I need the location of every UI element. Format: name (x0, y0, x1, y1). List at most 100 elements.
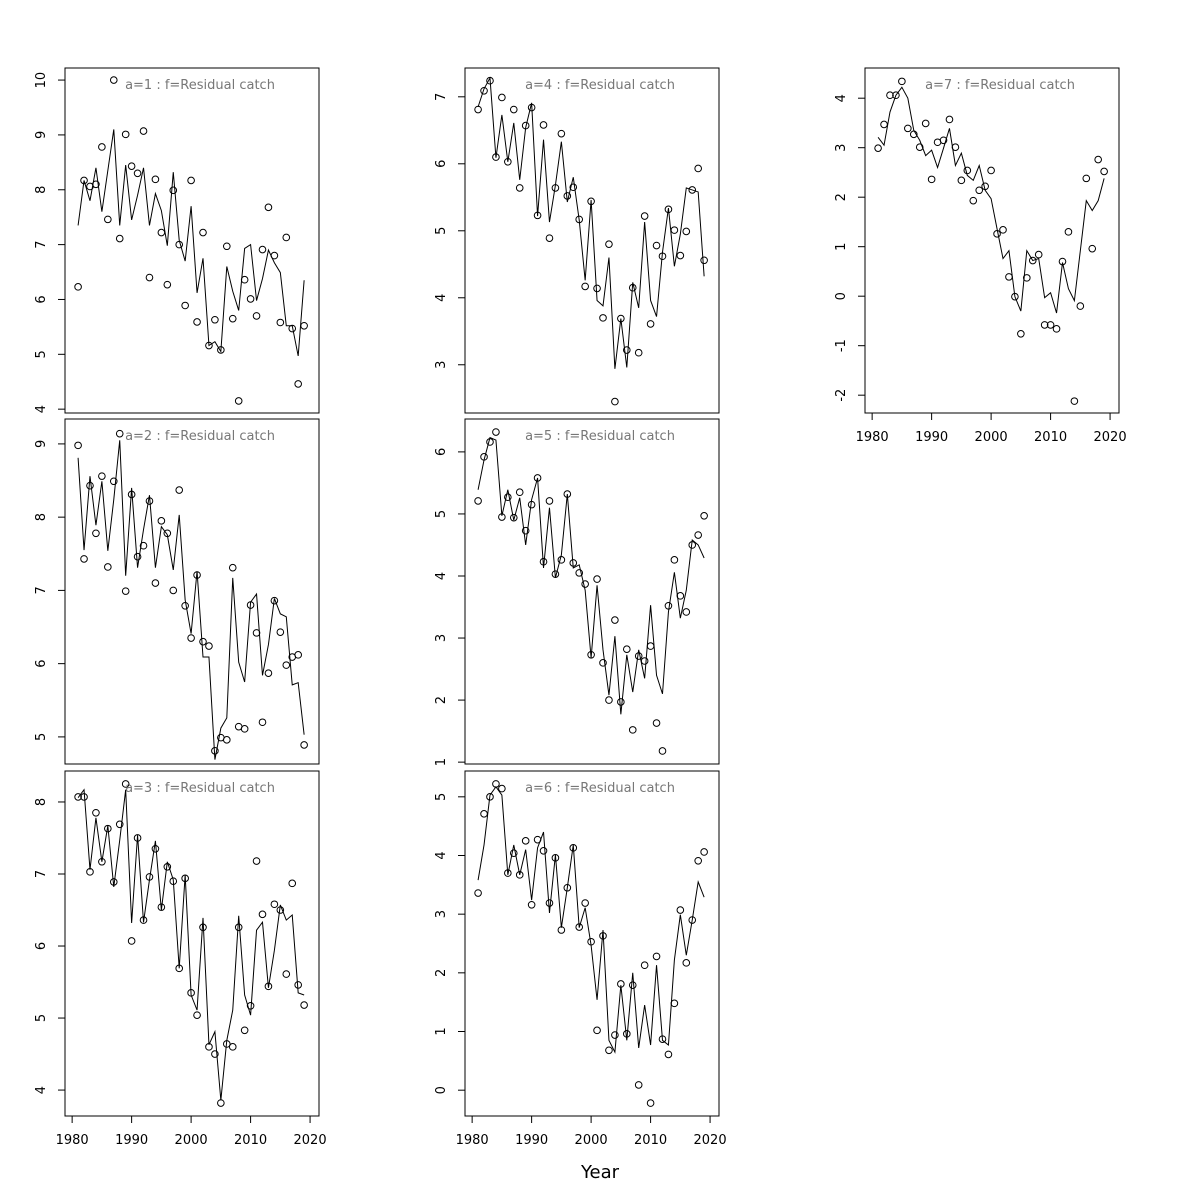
observed-point (498, 784, 506, 793)
observed-point (640, 212, 649, 220)
observed-point (539, 121, 548, 129)
observed-point (515, 488, 524, 497)
y-tick-label: 6 (34, 295, 49, 303)
panel-title: a=6 : f=Residual catch (525, 781, 675, 796)
y-tick-label: 4 (34, 1086, 49, 1094)
observed-point (181, 301, 189, 310)
observed-point (151, 175, 160, 184)
y-tick-label: 2 (434, 696, 449, 704)
panel-title: a=3 : f=Residual catch (125, 781, 275, 796)
observed-point (1100, 167, 1108, 176)
observed-point (294, 651, 302, 659)
observed-point (700, 848, 708, 856)
plot-frame (464, 418, 720, 765)
observed-point (498, 93, 506, 102)
panel: a=7 : f=Residual catch -2 -1 0 1 2 3 4 1980 1990 2… (834, 67, 1127, 445)
plot-frame (464, 67, 720, 414)
observed-point (504, 493, 512, 501)
observed-point (252, 857, 261, 865)
observed-point (892, 91, 900, 100)
observed-point (509, 105, 518, 114)
observed-point (270, 596, 279, 605)
plot-frame (64, 418, 320, 765)
observed-point (193, 1011, 201, 1019)
observed-point (593, 575, 601, 583)
observed-point (652, 952, 661, 961)
observed-point (157, 903, 166, 911)
observed-point (676, 251, 685, 260)
observed-point (676, 906, 685, 914)
observed-point (252, 312, 261, 320)
observed-point (157, 517, 166, 525)
observed-point (622, 645, 631, 654)
y-tick-label: 9 (34, 440, 49, 448)
observed-point (1005, 273, 1013, 281)
observed-point (605, 240, 613, 248)
observed-point (80, 555, 88, 563)
observed-point (688, 186, 697, 194)
y-tick-label: 7 (34, 870, 49, 878)
observed-point (652, 719, 661, 727)
x-tick-label: 2010 (234, 1133, 267, 1148)
observed-point (474, 497, 482, 505)
fitted-line (77, 129, 305, 357)
observed-point (515, 184, 524, 192)
observed-point (652, 241, 661, 250)
observed-point (211, 1050, 219, 1058)
observed-point (605, 1046, 613, 1055)
x-tick-label: 2010 (634, 1133, 667, 1148)
observed-point (175, 486, 184, 494)
panel-title: a=1 : f=Residual catch (125, 78, 275, 93)
y-tick-label: -2 (834, 389, 849, 402)
observed-point (569, 183, 578, 192)
observed-point (258, 245, 267, 254)
observed-point (945, 115, 954, 124)
observed-point (509, 513, 518, 522)
observed-point (664, 601, 673, 610)
y-tick-label: 8 (34, 513, 49, 521)
x-tick-label: 1980 (456, 1133, 489, 1148)
observed-point (545, 497, 554, 505)
observed-point (157, 228, 166, 237)
observed-point (545, 899, 554, 907)
observed-point (115, 429, 124, 438)
panel-title: a=7 : f=Residual catch (925, 78, 1075, 93)
observed-point (228, 314, 237, 323)
y-tick-label: 1 (434, 758, 449, 766)
observed-point (288, 324, 297, 333)
panel: a=3 : f=Residual catch 4 5 6 7 8 1980 1990 2000 2… (34, 770, 327, 1148)
observed-point (599, 659, 607, 667)
observed-point (127, 162, 136, 170)
observed-point (228, 563, 237, 572)
fitted-line (477, 436, 705, 715)
observed-point (139, 541, 148, 550)
plot-frame (64, 67, 320, 414)
panel: a=2 : f=Residual catch 5 6 7 8 9 (34, 418, 320, 765)
observed-point (258, 718, 267, 727)
observed-point (664, 1050, 673, 1059)
observed-point (658, 747, 667, 755)
observed-point (611, 616, 619, 624)
observed-point (587, 650, 595, 659)
observed-point (187, 634, 195, 642)
y-tick-label: 6 (434, 448, 449, 456)
observed-point (169, 586, 178, 595)
observed-point (527, 900, 536, 909)
observed-point (927, 175, 936, 184)
observed-point (1064, 228, 1073, 236)
y-tick-label: 5 (434, 227, 449, 235)
observed-point (993, 230, 1001, 238)
observed-point (1052, 325, 1061, 333)
observed-point (694, 531, 702, 539)
observed-point (921, 119, 930, 128)
observed-point (581, 282, 589, 291)
observed-point (492, 428, 500, 436)
observed-point (480, 810, 488, 818)
observed-point (1070, 397, 1079, 405)
panel-title: a=4 : f=Residual catch (525, 78, 675, 93)
y-tick-label: 9 (34, 131, 49, 139)
y-tick-label: 4 (434, 851, 449, 859)
observed-point (1017, 330, 1025, 338)
x-tick-label: 1980 (856, 430, 889, 445)
plot-frame (864, 67, 1120, 414)
